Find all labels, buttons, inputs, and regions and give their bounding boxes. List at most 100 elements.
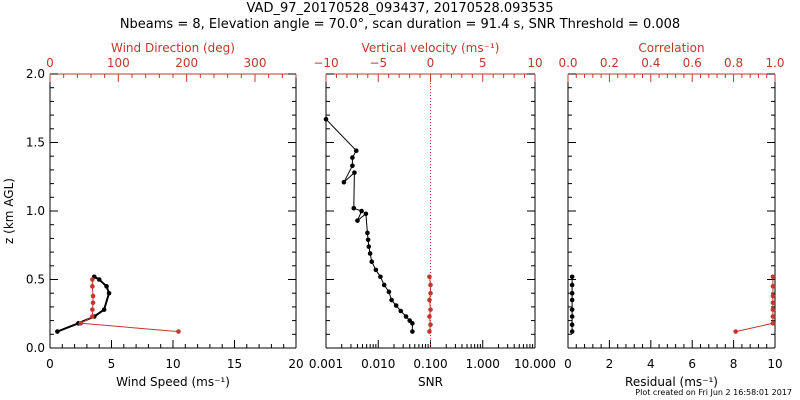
y-tick-label: 1.5 bbox=[26, 136, 45, 150]
chart-subtitle: Nbeams = 8, Elevation angle = 70.0°, sca… bbox=[119, 17, 681, 32]
black-data-point bbox=[350, 155, 355, 160]
top-axis-label: Vertical velocity (ms⁻¹) bbox=[362, 41, 500, 55]
top-tick-label: 0.2 bbox=[600, 56, 619, 70]
black-data-point bbox=[373, 267, 379, 273]
top-tick-label: 5 bbox=[479, 56, 487, 70]
snr-panel: 0.001 0.010 0.100 1.000 10.000 SNR −10 −5 0 5 10 Ve… bbox=[309, 41, 556, 389]
top-tick-label: 10 bbox=[527, 56, 542, 70]
black-data-point bbox=[366, 244, 372, 249]
black-data-point bbox=[410, 321, 415, 326]
x-axis-label: SNR bbox=[418, 375, 443, 389]
black-data-point bbox=[352, 170, 357, 175]
top-tick-label: 0.0 bbox=[558, 56, 577, 70]
black-data-point bbox=[104, 284, 109, 289]
red-data-point bbox=[770, 321, 776, 326]
top-tick-label: 0.6 bbox=[683, 56, 702, 70]
black-data-point bbox=[323, 116, 329, 122]
black-data-point bbox=[365, 230, 370, 236]
red-series-line bbox=[79, 279, 179, 333]
x-tick-label: 6 bbox=[688, 357, 696, 371]
red-data-point bbox=[427, 329, 432, 334]
chart-title: VAD_97_20170528_093437, 20170528.093535 bbox=[246, 1, 554, 16]
x-tick-label: 10.000 bbox=[514, 357, 556, 371]
wind-panel: 0.0 0.5 1.0 1.5 2.0 z (km AGL) 0 5 10 15 20 Wind Sp… bbox=[2, 41, 304, 389]
black-data-point bbox=[350, 163, 355, 169]
black-data-point bbox=[386, 289, 392, 295]
red-data-point bbox=[90, 300, 96, 306]
residual-panel: 0 2 4 6 8 10 Residual (ms⁻¹) 0.0 0.2 0.4 0.6 0.8 1.0… bbox=[558, 41, 784, 389]
black-data-point bbox=[96, 277, 102, 282]
red-data-point bbox=[427, 314, 432, 319]
black-data-point bbox=[365, 237, 371, 243]
black-data-point bbox=[569, 307, 575, 312]
black-data-point bbox=[389, 297, 394, 303]
black-data-point bbox=[393, 303, 399, 308]
top-axis-label: Correlation bbox=[638, 41, 704, 55]
black-data-point bbox=[369, 259, 375, 264]
red-data-point bbox=[78, 321, 84, 326]
red-data-point bbox=[176, 329, 181, 334]
red-data-point bbox=[733, 329, 738, 334]
y-tick-label: 1.0 bbox=[26, 204, 45, 218]
red-data-point bbox=[427, 297, 432, 303]
top-tick-label: 300 bbox=[244, 56, 267, 70]
red-data-point bbox=[428, 290, 433, 296]
black-data-point bbox=[55, 329, 60, 334]
black-data-point bbox=[378, 274, 383, 280]
top-tick-label: 0 bbox=[46, 56, 54, 70]
red-data-point bbox=[770, 314, 776, 319]
red-data-point bbox=[770, 293, 776, 299]
red-data-point bbox=[427, 274, 432, 280]
x-axis-label: Wind Speed (ms⁻¹) bbox=[116, 375, 230, 389]
black-data-point bbox=[101, 307, 107, 312]
red-data-point bbox=[90, 293, 96, 299]
red-data-point bbox=[770, 274, 776, 280]
black-data-point bbox=[398, 308, 404, 314]
black-series-line bbox=[325, 118, 413, 332]
top-tick-label: 100 bbox=[107, 56, 130, 70]
red-data-point bbox=[428, 307, 433, 312]
red-data-point bbox=[428, 282, 433, 288]
x-tick-label: 15 bbox=[227, 357, 242, 371]
black-data-point bbox=[351, 205, 357, 211]
red-data-point bbox=[428, 322, 433, 328]
x-tick-label: 20 bbox=[288, 357, 303, 371]
x-tick-label: 0 bbox=[564, 357, 572, 371]
x-tick-label: 4 bbox=[647, 357, 655, 371]
x-tick-label: 1.000 bbox=[466, 357, 500, 371]
top-axis-label: Wind Direction (deg) bbox=[111, 41, 235, 55]
black-data-point bbox=[569, 297, 575, 303]
plot-footer: Plot created on Fri Jun 2 16:58:01 2017 bbox=[635, 388, 792, 397]
top-tick-label: −5 bbox=[369, 56, 387, 70]
black-data-point bbox=[359, 208, 364, 214]
y-axis-label: z (km AGL) bbox=[2, 178, 16, 244]
top-tick-label: 0 bbox=[427, 56, 435, 70]
y-tick-label: 0.5 bbox=[26, 273, 45, 287]
black-data-point bbox=[403, 314, 409, 319]
black-data-point bbox=[569, 322, 575, 328]
x-tick-label: 10 bbox=[165, 357, 180, 371]
x-tick-label: 2 bbox=[606, 357, 614, 371]
red-data-point bbox=[90, 284, 95, 289]
red-data-point bbox=[770, 300, 776, 306]
red-data-point bbox=[90, 307, 95, 312]
black-data-point bbox=[355, 218, 360, 223]
black-data-point bbox=[410, 329, 415, 334]
top-tick-label: 1.0 bbox=[765, 56, 784, 70]
red-data-point bbox=[90, 277, 95, 282]
black-data-point bbox=[367, 251, 373, 256]
x-tick-label: 10 bbox=[767, 357, 782, 371]
black-data-point bbox=[569, 282, 575, 288]
top-tick-label: −10 bbox=[313, 56, 338, 70]
y-tick-label: 2.0 bbox=[26, 67, 45, 81]
black-data-point bbox=[353, 148, 359, 154]
red-data-point bbox=[90, 314, 95, 319]
top-tick-label: 200 bbox=[175, 56, 198, 70]
x-tick-label: 5 bbox=[108, 357, 116, 371]
black-data-point bbox=[569, 290, 575, 296]
black-data-point bbox=[569, 314, 575, 319]
black-data-point bbox=[363, 211, 369, 217]
x-tick-label: 0 bbox=[46, 357, 54, 371]
black-data-point bbox=[569, 329, 575, 334]
